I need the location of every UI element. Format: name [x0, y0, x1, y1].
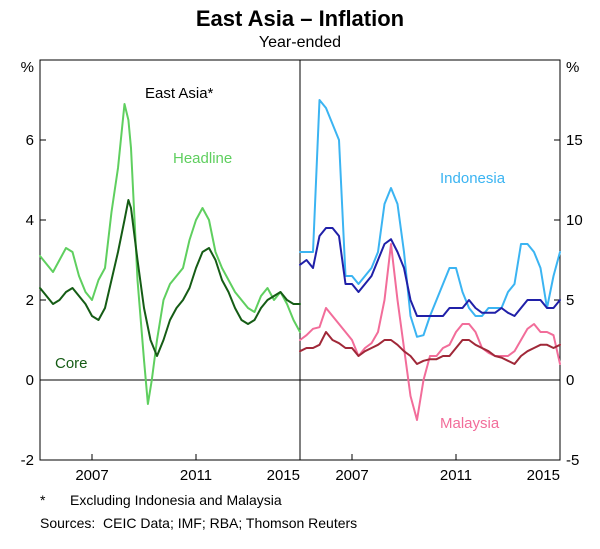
svg-text:2011: 2011 [180, 467, 212, 484]
label-indonesia: Indonesia [440, 170, 505, 187]
svg-text:%: % [566, 59, 579, 76]
label-headline: Headline [173, 150, 232, 167]
svg-text:2011: 2011 [440, 467, 472, 484]
svg-text:15: 15 [566, 132, 583, 149]
sources: Sources: CEIC Data; IMF; RBA; Thomson Re… [40, 515, 357, 531]
svg-text:%: % [21, 59, 34, 76]
chart-container: East Asia – Inflation Year-ended -20246%… [0, 0, 600, 549]
label-east_asia: East Asia* [145, 85, 213, 102]
svg-text:2007: 2007 [335, 467, 368, 484]
svg-text:2: 2 [26, 292, 34, 309]
svg-text:6: 6 [26, 132, 34, 149]
footnote: *Excluding Indonesia and Malaysia [40, 492, 282, 508]
svg-text:2015: 2015 [267, 467, 300, 484]
label-core: Core [55, 355, 88, 372]
svg-text:5: 5 [566, 292, 574, 309]
svg-text:2007: 2007 [75, 467, 108, 484]
svg-text:0: 0 [26, 372, 34, 389]
plot-svg: -2 0 2 4 6% -5 0 5 10 15% 2007 2011 2015 2007 2011 2015 [0, 0, 600, 549]
svg-text:4: 4 [26, 212, 34, 229]
svg-text:0: 0 [566, 372, 574, 389]
svg-text:2015: 2015 [527, 467, 560, 484]
svg-text:-5: -5 [566, 452, 579, 469]
svg-text:10: 10 [566, 212, 583, 229]
label-malaysia: Malaysia [440, 415, 499, 432]
svg-text:-2: -2 [21, 452, 34, 469]
